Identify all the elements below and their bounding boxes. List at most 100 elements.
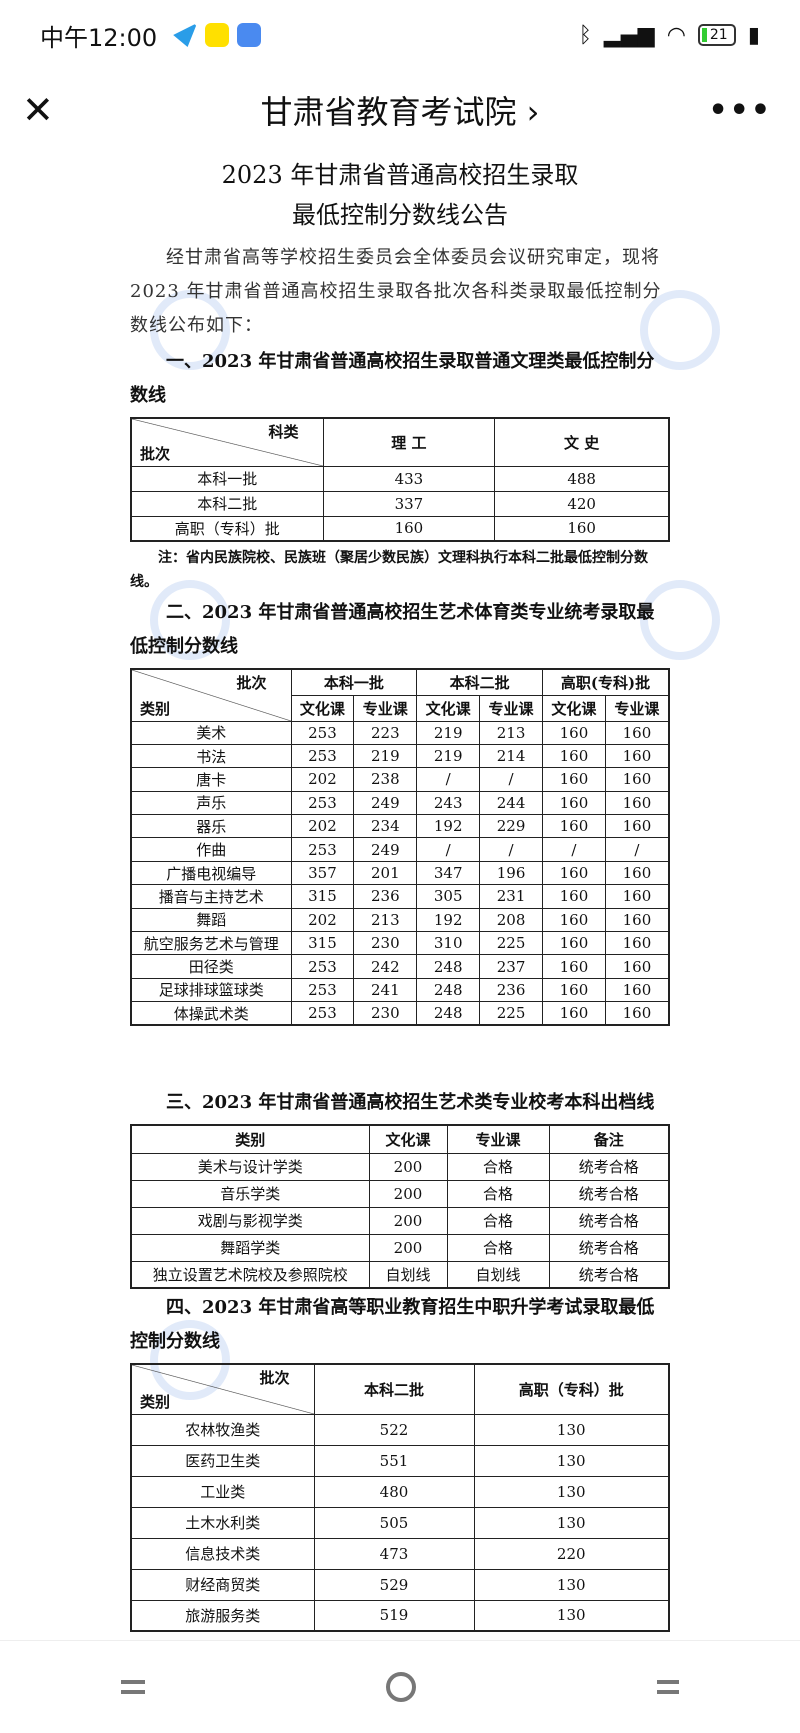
menu-icon[interactable] bbox=[120, 1680, 145, 1694]
table-row: 旅游服务类 519 130 bbox=[130, 1599, 670, 1632]
table-row: 医药卫生类 551 130 bbox=[130, 1444, 670, 1477]
cell-value: 357 bbox=[290, 860, 355, 886]
cell-value: 200 bbox=[368, 1233, 448, 1262]
cell-value: 130 bbox=[473, 1475, 670, 1508]
cell-value: 160 bbox=[542, 790, 606, 816]
cell-value: 130 bbox=[473, 1444, 670, 1477]
row-label: 舞蹈 bbox=[130, 907, 292, 933]
column-header: 高职（专科）批 bbox=[473, 1363, 670, 1415]
cell-value: 253 bbox=[290, 720, 355, 745]
signal-icon: ▂▄▆ bbox=[603, 22, 655, 48]
cell-value: 214 bbox=[479, 743, 543, 769]
row-label: 体操武术类 bbox=[130, 1001, 292, 1026]
corner-header: 批次 类别 bbox=[130, 668, 292, 722]
cell-value: / bbox=[542, 837, 606, 862]
table-row: 唐卡 202 238//160 160 bbox=[130, 767, 670, 792]
cell-value: 160 bbox=[604, 790, 670, 816]
cell-value: 160 bbox=[542, 1001, 606, 1026]
cell-value: 196 bbox=[479, 860, 543, 886]
table-row: 舞蹈 202 213 192 208 160 160 bbox=[130, 907, 670, 933]
cell-value: / bbox=[479, 837, 543, 862]
section4-heading: 四、2023 年甘肃省高等职业教育招生中职升学考试录取最低控制分数线 bbox=[130, 1297, 655, 1353]
charging-icon: ▮ bbox=[747, 22, 760, 48]
row-label: 美术 bbox=[130, 720, 292, 745]
cell-value: 200 bbox=[368, 1206, 448, 1235]
cell-value: 合格 bbox=[446, 1152, 550, 1181]
row-label: 作曲 bbox=[130, 837, 292, 862]
cell-value: 202 bbox=[290, 907, 355, 933]
cell-value: 160 bbox=[542, 931, 606, 956]
table-row: 信息技术类 473 220 bbox=[130, 1537, 670, 1570]
table-row: 本科一批 433 488 bbox=[130, 465, 670, 492]
row-label: 本科二批 bbox=[130, 490, 324, 517]
doc-title-line1: 2023 年甘肃省普通高校招生录取 bbox=[221, 161, 579, 189]
wifi-icon: ◠ bbox=[666, 22, 686, 48]
cell-value: 130 bbox=[473, 1413, 670, 1446]
row-label: 田径类 bbox=[130, 954, 292, 979]
table-row: 美术 253 223 219 213 160 160 bbox=[130, 720, 670, 745]
row-label: 本科一批 bbox=[130, 465, 324, 492]
cell-value: 130 bbox=[473, 1506, 670, 1539]
cell-value: 合格 bbox=[446, 1179, 550, 1208]
cell-value: 253 bbox=[290, 743, 355, 769]
cell-value: 160 bbox=[494, 515, 670, 542]
cell-value: 160 bbox=[604, 767, 670, 792]
row-label: 声乐 bbox=[130, 790, 292, 816]
section3-heading: 三、2023 年甘肃省普通高校招生艺术类专业校考本科出档线 bbox=[166, 1092, 655, 1114]
row-label: 独立设置艺术院校及参照院校 bbox=[130, 1260, 370, 1289]
page-title[interactable]: 甘肃省教育考试院 › bbox=[260, 93, 540, 131]
row-label: 广播电视编导 bbox=[130, 860, 292, 886]
bluetooth-icon: ᛒ bbox=[578, 22, 592, 48]
row-label: 足球排球篮球类 bbox=[130, 977, 292, 1003]
cell-value: 244 bbox=[479, 790, 543, 816]
cell-value: 237 bbox=[479, 954, 543, 979]
row-label: 唐卡 bbox=[130, 767, 292, 792]
cell-value: / bbox=[416, 767, 481, 792]
subcolumn-header: 文化课 bbox=[416, 694, 481, 722]
cell-value: 488 bbox=[494, 465, 670, 492]
column-header: 类别 bbox=[130, 1124, 370, 1154]
table-row: 足球排球篮球类 253 241 248 236 160 160 bbox=[130, 977, 670, 1003]
cell-value: 160 bbox=[604, 720, 670, 745]
cell-value: 208 bbox=[479, 907, 543, 933]
cell-value: 253 bbox=[290, 1001, 355, 1026]
cell-value: 202 bbox=[290, 767, 355, 792]
cell-value: 305 bbox=[416, 884, 481, 909]
cell-value: 219 bbox=[416, 743, 481, 769]
cell-value: 420 bbox=[494, 490, 670, 517]
cell-value: 522 bbox=[313, 1413, 475, 1446]
row-label: 戏剧与影视学类 bbox=[130, 1206, 370, 1235]
cell-value: 248 bbox=[416, 977, 481, 1003]
cell-value: 241 bbox=[353, 977, 418, 1003]
table-row: 声乐 253 249 243 244 160 160 bbox=[130, 790, 670, 816]
cell-value: 160 bbox=[322, 515, 496, 542]
group-header: 本科二批 bbox=[416, 668, 543, 696]
more-options-icon[interactable]: ••• bbox=[708, 92, 772, 128]
row-label: 航空服务艺术与管理 bbox=[130, 931, 292, 956]
row-label: 音乐学类 bbox=[130, 1179, 370, 1208]
column-header: 文化课 bbox=[368, 1124, 448, 1154]
back-icon[interactable] bbox=[657, 1680, 680, 1694]
cell-value: 236 bbox=[353, 884, 418, 909]
cell-value: 229 bbox=[479, 814, 543, 839]
cell-value: / bbox=[416, 837, 481, 862]
table-row: 广播电视编导 357 201 347 196 160 160 bbox=[130, 860, 670, 886]
status-bar: 中午12:00 ᛒ ▂▄▆ ◠ 21 ▮ bbox=[0, 0, 800, 70]
column-header: 备注 bbox=[548, 1124, 670, 1154]
close-icon[interactable]: ✕ bbox=[22, 88, 54, 132]
cell-value: 160 bbox=[542, 814, 606, 839]
cell-value: 160 bbox=[604, 954, 670, 979]
row-label: 书法 bbox=[130, 743, 292, 769]
cell-value: 249 bbox=[353, 837, 418, 862]
group-header: 高职(专科)批 bbox=[542, 668, 670, 696]
cell-value: 248 bbox=[416, 954, 481, 979]
home-icon[interactable] bbox=[385, 1672, 416, 1702]
cell-value: 337 bbox=[322, 490, 496, 517]
subcolumn-header: 专业课 bbox=[353, 694, 418, 722]
cell-value: 223 bbox=[353, 720, 418, 745]
cell-value: 统考合格 bbox=[548, 1206, 670, 1235]
battery-level: 21 bbox=[709, 27, 728, 43]
document: 2023 年甘肃省普通高校招生录取 最低控制分数线公告 经甘肃省高等学校招生委员… bbox=[0, 150, 800, 1640]
cell-value: 213 bbox=[479, 720, 543, 745]
table-row: 舞蹈学类 200 合格 统考合格 bbox=[130, 1233, 670, 1262]
